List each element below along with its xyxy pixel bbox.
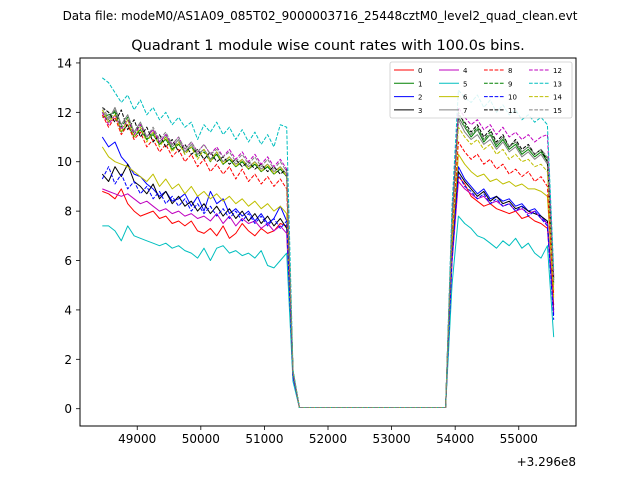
legend-label-7: 7	[463, 107, 467, 115]
legend-label-3: 3	[418, 107, 422, 115]
x-tick-label: 50000	[182, 432, 220, 446]
x-tick-label: 49000	[118, 432, 156, 446]
legend-label-13: 13	[553, 80, 562, 88]
legend-label-10: 10	[508, 94, 517, 102]
chart-title: Quadrant 1 module wise count rates with …	[131, 38, 525, 54]
series-layer	[101, 77, 555, 408]
y-axis: 0 2 4 6 8 10 12 14	[57, 56, 80, 416]
x-tick-label: 54000	[436, 432, 474, 446]
legend-label-11: 11	[508, 107, 517, 115]
legend-label-4: 4	[463, 67, 468, 75]
y-tick-label: 2	[64, 353, 72, 367]
y-tick-label: 6	[64, 254, 72, 268]
y-tick-label: 4	[64, 303, 72, 317]
y-tick-label: 8	[64, 205, 72, 219]
x-tick-label: 53000	[372, 432, 410, 446]
x-tick-label: 52000	[309, 432, 347, 446]
y-tick-label: 14	[57, 56, 72, 70]
chart-suptitle: Data file: modeM0/AS1A09_085T02_90000037…	[63, 9, 578, 23]
legend-box	[389, 61, 573, 119]
y-tick-label: 12	[57, 106, 72, 120]
y-tick-label: 10	[57, 155, 72, 169]
legend-label-6: 6	[463, 94, 468, 102]
legend-label-12: 12	[553, 67, 562, 75]
legend-label-15: 15	[553, 107, 562, 115]
legend-label-2: 2	[418, 94, 422, 102]
legend-label-8: 8	[508, 67, 512, 75]
x-offset-label: +3.296e8	[517, 455, 576, 469]
legend-label-5: 5	[463, 80, 467, 88]
series-line-12	[101, 106, 555, 408]
legend-label-9: 9	[508, 80, 512, 88]
x-tick-label: 55000	[500, 432, 538, 446]
x-axis: 49000 50000 51000 52000 53000 54000 55000	[118, 426, 538, 446]
legend-label-14: 14	[553, 94, 562, 102]
series-line-15	[101, 107, 555, 408]
series-line-11	[101, 107, 555, 408]
x-tick-label: 51000	[245, 432, 283, 446]
y-tick-label: 0	[64, 402, 72, 416]
legend-label-0: 0	[418, 67, 422, 75]
legend-label-1: 1	[418, 80, 422, 88]
